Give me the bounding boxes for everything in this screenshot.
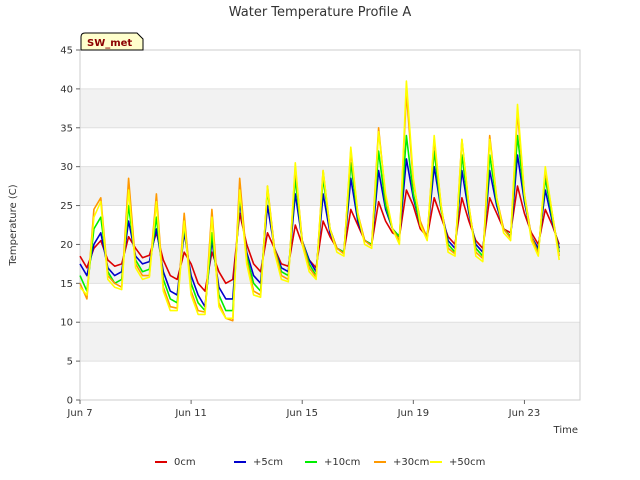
- sw-met-badge: SW_met: [80, 32, 144, 51]
- badge-box: [80, 32, 144, 51]
- y-tick-label: 45: [60, 46, 73, 57]
- y-tick-label: 30: [60, 162, 73, 173]
- y-axis-label: Temperature (C): [8, 184, 19, 266]
- legend-label: +5cm: [253, 457, 283, 468]
- chart-title: Water Temperature Profile A: [229, 5, 412, 20]
- plot-area-frame: [79, 49, 581, 401]
- legend-item: 0cm: [155, 457, 196, 468]
- x-tick-label: Jun 7: [66, 408, 92, 419]
- legend-item: +30cm: [374, 457, 429, 468]
- y-tick-label: 10: [60, 318, 73, 329]
- legend-label: +50cm: [449, 457, 485, 468]
- x-axis-label: Time: [553, 425, 578, 436]
- legend-label: +10cm: [324, 457, 360, 468]
- y-tick-label: 35: [60, 123, 73, 134]
- y-tick-label: 0: [67, 396, 73, 407]
- badge-label: SW_met: [87, 38, 132, 49]
- legend-item: +10cm: [305, 457, 360, 468]
- grid-band: [80, 244, 580, 284]
- x-tick-label: Jun 19: [397, 408, 430, 419]
- x-tick-label: Jun 11: [174, 408, 207, 419]
- y-tick-label: 5: [67, 357, 73, 368]
- grid-band: [80, 88, 580, 128]
- data-series: [79, 80, 560, 322]
- plot-background-bands: [80, 50, 580, 400]
- series-line-plus-50cm: [79, 80, 560, 320]
- x-tick-label: Jun 23: [508, 408, 541, 419]
- legend-label: +30cm: [393, 457, 429, 468]
- legend-label: 0cm: [174, 457, 196, 468]
- y-tick-label: 15: [60, 279, 73, 290]
- grid-band: [80, 322, 580, 362]
- grid-band: [80, 166, 580, 206]
- y-axis-ticks: 0 5 10 15 20 25 30 35 40 45: [60, 46, 80, 407]
- legend-item: +50cm: [430, 457, 485, 468]
- x-axis-ticks: Jun 7 Jun 11 Jun 15 Jun 19 Jun 23: [66, 400, 540, 419]
- y-tick-label: 20: [60, 240, 73, 251]
- legend: 0cm +5cm +10cm +30cm +50cm: [155, 457, 485, 468]
- legend-item: +5cm: [234, 457, 283, 468]
- x-tick-label: Jun 15: [285, 408, 318, 419]
- y-tick-label: 25: [60, 201, 73, 212]
- y-tick-label: 40: [60, 84, 73, 95]
